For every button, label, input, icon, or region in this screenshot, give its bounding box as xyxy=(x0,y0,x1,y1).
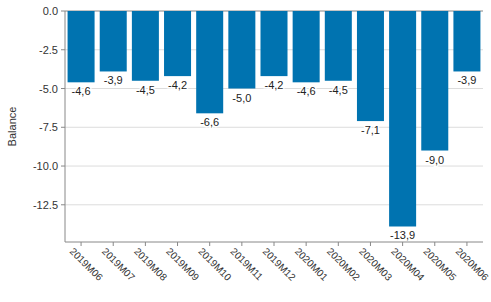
tick-label: -7.5 xyxy=(39,121,58,133)
tick xyxy=(61,88,65,89)
data-label: -3,9 xyxy=(104,74,123,86)
data-label: -4,2 xyxy=(168,79,187,91)
x-tick xyxy=(81,242,82,246)
x-tick xyxy=(145,242,146,246)
bar xyxy=(260,11,287,76)
bar xyxy=(68,11,95,82)
x-tick xyxy=(402,242,403,246)
x-tick-label: 2020M04 xyxy=(389,246,427,284)
tick-label: -10.0 xyxy=(33,160,58,172)
y-axis-label: Balance xyxy=(6,107,18,147)
bar xyxy=(389,11,416,226)
bar xyxy=(164,11,191,76)
x-tick-label: 2020M01 xyxy=(293,246,331,284)
x-tick-label: 2020M02 xyxy=(325,246,363,284)
bar xyxy=(357,11,384,121)
data-label: -4,2 xyxy=(265,79,284,91)
tick xyxy=(61,127,65,128)
bar xyxy=(293,11,320,82)
bar xyxy=(453,11,480,71)
data-label: -6,6 xyxy=(200,116,219,128)
x-tick-label: 2019M07 xyxy=(100,246,138,284)
grid-line xyxy=(65,166,483,167)
x-tick-label: 2019M08 xyxy=(132,246,170,284)
x-tick-label: 2020M03 xyxy=(357,246,395,284)
grid-line xyxy=(65,127,483,128)
tick xyxy=(61,204,65,205)
x-tick xyxy=(177,242,178,246)
tick xyxy=(61,11,65,12)
x-tick xyxy=(306,242,307,246)
tick-label: -5.0 xyxy=(39,83,58,95)
grid-line xyxy=(65,204,483,205)
data-label: -13,9 xyxy=(390,229,415,241)
tick-label: -12.5 xyxy=(33,199,58,211)
data-label: -4,6 xyxy=(297,85,316,97)
tick-label: -2.5 xyxy=(39,44,58,56)
x-tick xyxy=(338,242,339,246)
x-tick-label: 2019M12 xyxy=(261,246,299,284)
x-tick-label: 2019M10 xyxy=(196,246,234,284)
x-tick xyxy=(466,242,467,246)
bar xyxy=(100,11,127,71)
x-tick xyxy=(209,242,210,246)
bar xyxy=(325,11,352,81)
tick xyxy=(61,49,65,50)
data-label: -5,0 xyxy=(232,92,251,104)
x-tick-label: 2020M05 xyxy=(421,246,459,284)
x-tick xyxy=(241,242,242,246)
bar xyxy=(132,11,159,81)
x-tick xyxy=(274,242,275,246)
x-tick-label: 2019M09 xyxy=(164,246,202,284)
data-label: -3,9 xyxy=(457,74,476,86)
data-label: -4,6 xyxy=(72,85,91,97)
tick xyxy=(61,166,65,167)
data-label: -7,1 xyxy=(361,124,380,136)
bar xyxy=(421,11,448,151)
x-tick-label: 2020M06 xyxy=(454,246,491,284)
x-tick-label: 2019M06 xyxy=(68,246,106,284)
data-label: -4,5 xyxy=(136,84,155,96)
x-tick-label: 2019M11 xyxy=(228,246,265,283)
bar xyxy=(196,11,223,113)
tick-label: 0.0 xyxy=(43,5,58,17)
y-axis-line xyxy=(65,11,66,242)
x-tick xyxy=(434,242,435,246)
x-tick xyxy=(370,242,371,246)
bar xyxy=(228,11,255,89)
x-tick xyxy=(113,242,114,246)
data-label: -9,0 xyxy=(425,154,444,166)
data-label: -4,5 xyxy=(329,84,348,96)
